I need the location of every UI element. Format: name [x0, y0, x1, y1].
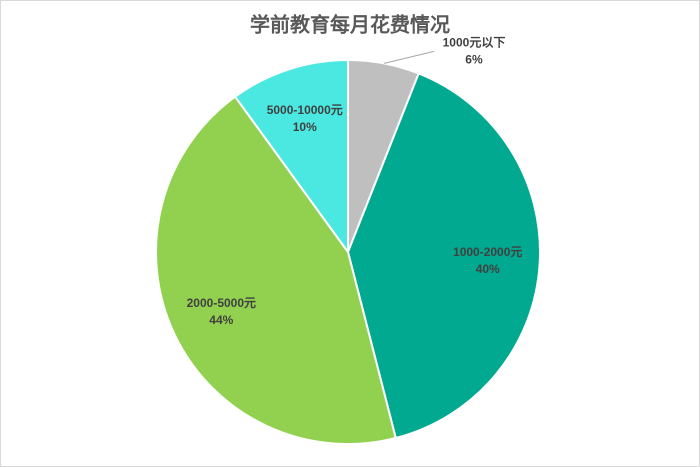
chart-title: 学前教育每月花费情况 [250, 12, 450, 36]
slice-value-label: 40% [476, 262, 500, 276]
pie-slice [346, 72, 541, 440]
slice-category-label: 1000元以下 [443, 36, 506, 50]
slice-category-label: 1000-2000元 [453, 245, 522, 259]
pie-slice [233, 58, 349, 256]
slice-value-label: 6% [465, 53, 483, 67]
slice-value-label: 10% [293, 120, 317, 134]
pie-slice [155, 95, 397, 445]
slice-value-label: 44% [209, 313, 233, 327]
slice-category-label: 5000-10000元 [267, 103, 343, 117]
slice-category-label: 2000-5000元 [187, 296, 256, 310]
leader-line [383, 50, 435, 64]
